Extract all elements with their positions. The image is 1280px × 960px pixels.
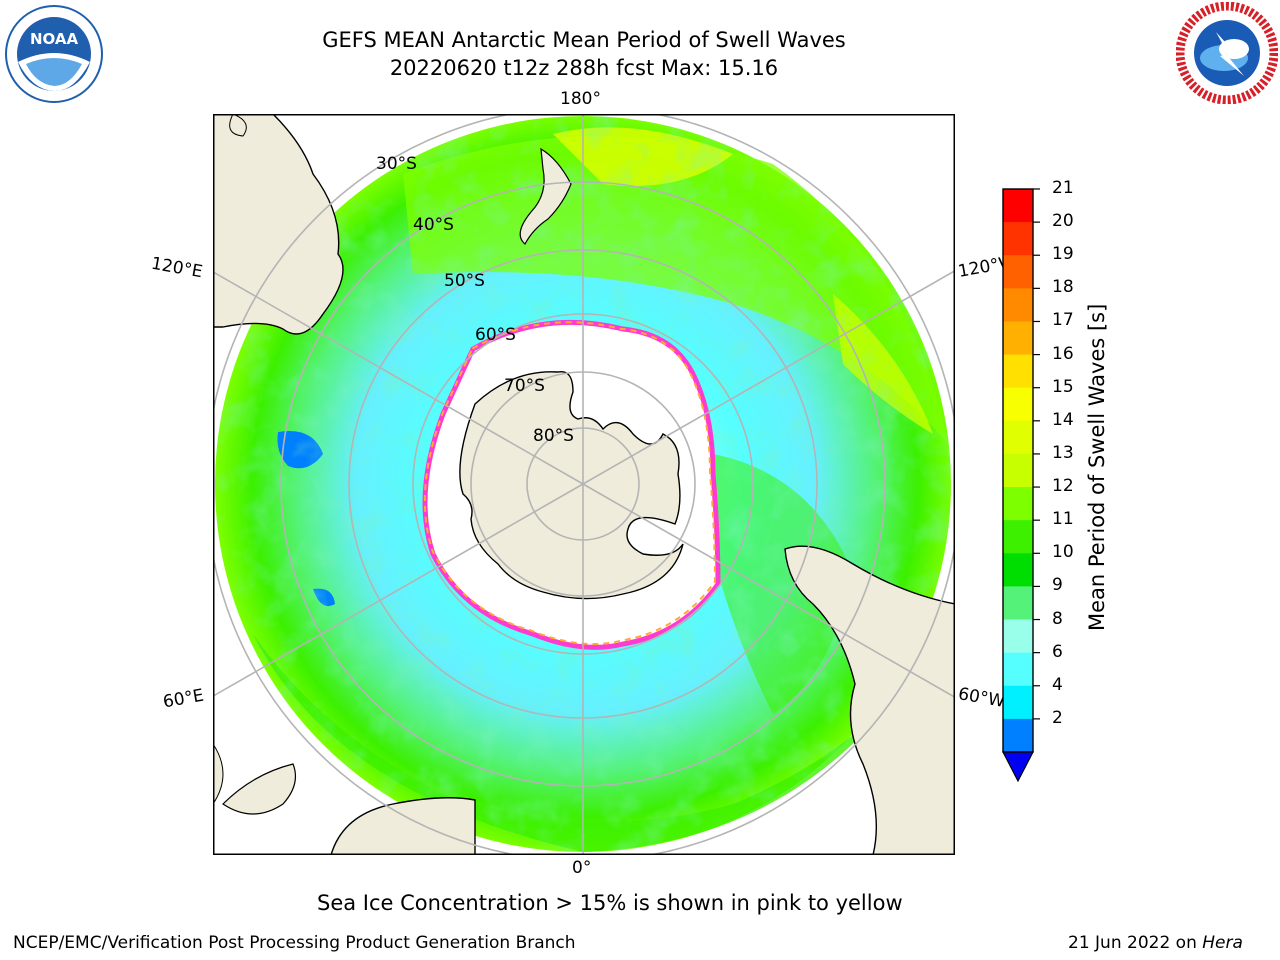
colorbar-tick-label: 21 bbox=[1052, 178, 1074, 198]
madagascar-landmass bbox=[222, 763, 296, 815]
colorbar-step bbox=[1003, 288, 1033, 322]
lat-label: 40°S bbox=[413, 215, 454, 235]
new-zealand-landmass bbox=[519, 147, 572, 245]
colorbar bbox=[1002, 188, 1040, 783]
noaa-logo-icon: NOAA bbox=[5, 5, 103, 103]
colorbar-tick-label: 20 bbox=[1052, 211, 1074, 232]
lon-label-upper-left: 120°E bbox=[149, 253, 205, 283]
lat-label: 50°S bbox=[444, 271, 485, 291]
lat-label: 70°S bbox=[504, 376, 545, 396]
footer-right: 21 Jun 2022 on Hera bbox=[1068, 933, 1243, 953]
colorbar-tick-label: 10 bbox=[1052, 542, 1074, 563]
graticule bbox=[213, 114, 955, 855]
colorbar-step bbox=[1003, 553, 1033, 587]
colorbar-label: Mean Period of Swell Waves [s] bbox=[1085, 303, 1109, 631]
colorbar-step bbox=[1003, 586, 1033, 621]
africa-landmass bbox=[330, 797, 476, 855]
colorbar-step bbox=[1003, 652, 1033, 687]
colorbar-step bbox=[1003, 520, 1033, 554]
nws-logo-icon bbox=[1175, 1, 1279, 105]
colorbar-tick-label: 17 bbox=[1052, 310, 1074, 331]
footer-left: NCEP/EMC/Verification Post Processing Pr… bbox=[13, 933, 576, 953]
sea-ice-inner-edge bbox=[423, 321, 716, 645]
colorbar-step bbox=[1003, 487, 1033, 521]
colorbar-tick-label: 13 bbox=[1052, 442, 1074, 463]
colorbar-tick-marks bbox=[1033, 188, 1040, 720]
colorbar-steps bbox=[1003, 189, 1033, 753]
colorbar-tick-label: 2 bbox=[1052, 707, 1063, 728]
nws-logo bbox=[1175, 1, 1279, 105]
colorbar-step bbox=[1003, 685, 1033, 720]
colorbar-tick-label: 15 bbox=[1052, 376, 1074, 397]
footer-host: Hera bbox=[1202, 933, 1243, 953]
colorbar-tick-label: 6 bbox=[1052, 641, 1063, 662]
colorbar-tick-label: 9 bbox=[1052, 575, 1063, 596]
colorbar-step bbox=[1003, 453, 1033, 488]
chart-subtitle: 20220620 t12z 288h fcst Max: 15.16 bbox=[389, 56, 779, 80]
colorbar-tick-label: 14 bbox=[1052, 409, 1074, 430]
colorbar-extend-triangle bbox=[1002, 751, 1034, 783]
colorbar-tick-label: 16 bbox=[1052, 343, 1074, 364]
meridian-60w bbox=[582, 483, 955, 699]
colorbar-step bbox=[1003, 189, 1033, 223]
meridian-60e bbox=[213, 483, 584, 698]
colorbar-tick-label: 18 bbox=[1052, 277, 1074, 298]
colorbar-step bbox=[1003, 255, 1033, 289]
lon-label-top: 180° bbox=[560, 89, 601, 109]
colorbar-step bbox=[1003, 420, 1033, 455]
noaa-logo-text: NOAA bbox=[30, 30, 79, 48]
sea-ice-annotation: Sea Ice Concentration > 15% is shown in … bbox=[317, 891, 903, 915]
colorbar-step bbox=[1003, 354, 1033, 389]
colorbar-tick-label: 4 bbox=[1052, 674, 1063, 695]
australia-landmass bbox=[213, 114, 344, 335]
lat-label: 80°S bbox=[533, 426, 574, 446]
lat-label: 60°S bbox=[475, 325, 516, 345]
colorbar-step bbox=[1003, 619, 1033, 654]
south-america-landmass bbox=[784, 545, 955, 855]
lon-label-bottom: 0° bbox=[572, 858, 592, 878]
meridian-120w bbox=[582, 269, 955, 485]
footer-date: 21 Jun 2022 on bbox=[1068, 933, 1197, 953]
colorbar-step bbox=[1003, 222, 1033, 256]
lat-label: 30°S bbox=[376, 154, 417, 174]
lon-label-lower-left: 60°E bbox=[161, 685, 206, 713]
antarctic-map: 30°S 40°S 50°S 60°S 70°S 80°S bbox=[213, 114, 955, 855]
colorbar-tick-label: 11 bbox=[1052, 509, 1074, 530]
noaa-logo: NOAA bbox=[4, 4, 104, 104]
colorbar-outline bbox=[1002, 188, 1034, 753]
colorbar-step bbox=[1003, 321, 1033, 356]
colorbar-step bbox=[1003, 387, 1033, 422]
antarctica-landmass bbox=[459, 370, 684, 600]
meridian-120e bbox=[213, 270, 584, 485]
colorbar-tick-label: 12 bbox=[1052, 476, 1074, 497]
colorbar-tick-label: 8 bbox=[1052, 608, 1063, 629]
colorbar-tick-label: 19 bbox=[1052, 244, 1074, 265]
map-frame bbox=[213, 114, 955, 855]
tasmania-landmass bbox=[229, 114, 247, 137]
chart-title: GEFS MEAN Antarctic Mean Period of Swell… bbox=[322, 28, 846, 52]
colorbar-step bbox=[1003, 718, 1033, 753]
